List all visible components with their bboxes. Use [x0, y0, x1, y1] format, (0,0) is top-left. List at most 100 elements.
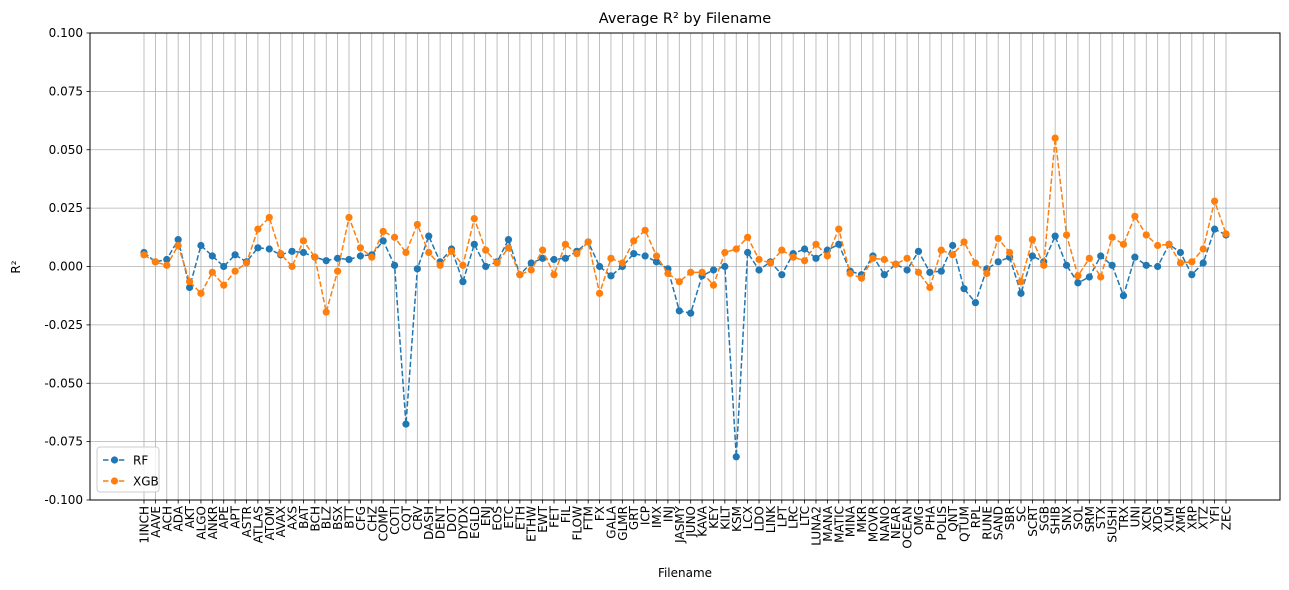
data-point-xgb — [504, 244, 513, 252]
data-point-rf — [265, 245, 273, 253]
data-point-xgb — [151, 258, 159, 266]
data-point-rf — [595, 262, 604, 271]
y-tick-label: 0.000 — [49, 260, 83, 274]
x-tick-label: GALA — [604, 505, 618, 538]
x-tick-label: ETH — [513, 506, 527, 530]
data-point-xgb — [516, 271, 524, 279]
x-tick-label: CFG — [354, 506, 368, 531]
data-point-xgb — [390, 233, 399, 241]
data-point-xgb — [778, 246, 786, 254]
data-point-rf — [755, 266, 763, 274]
data-point-rf — [470, 240, 478, 248]
data-point-xgb — [470, 215, 478, 223]
x-tick-label: NEAR — [889, 506, 903, 539]
data-point-rf — [1074, 279, 1082, 287]
data-point-xgb — [675, 278, 683, 286]
x-tick-label: SCRT — [1026, 505, 1040, 536]
data-point-xgb — [652, 252, 661, 260]
data-point-rf — [914, 247, 923, 255]
legend: RF XGB — [96, 446, 160, 493]
x-tick-label: IMX — [650, 506, 664, 528]
x-tick-label: MOVR — [866, 506, 880, 542]
y-tick-label: 0.075 — [49, 84, 83, 98]
x-tick-label: SUSHI — [1106, 506, 1120, 543]
x-tick-label: AAVE — [149, 506, 163, 538]
y-tick-label: -0.100 — [44, 493, 83, 507]
data-point-rf — [926, 268, 934, 276]
data-point-xgb — [334, 267, 342, 275]
data-point-xgb — [447, 247, 456, 255]
data-point-rf — [299, 248, 308, 257]
data-point-rf — [1028, 252, 1036, 260]
x-tick-label: ANKR — [206, 506, 220, 539]
x-tick-label: SAND — [992, 506, 1006, 540]
data-point-xgb — [527, 266, 535, 274]
data-point-xgb — [174, 241, 182, 250]
x-tick-label: ATOM — [263, 506, 277, 540]
data-point-rf — [1188, 271, 1196, 279]
data-point-xgb — [379, 227, 387, 236]
x-tick-label: ASTR — [240, 506, 254, 538]
data-point-xgb — [459, 261, 467, 269]
data-point-rf — [880, 271, 888, 279]
data-point-rf — [1154, 262, 1162, 271]
data-point-xgb — [1040, 261, 1048, 269]
x-tick-label: JASMY — [673, 505, 687, 544]
data-point-rf — [527, 259, 535, 267]
x-tick-label: DASH — [422, 506, 436, 540]
x-tick-label: XRP — [1185, 506, 1199, 530]
data-point-rf — [504, 236, 513, 244]
series-line-xgb — [143, 137, 1227, 313]
x-tick-label: BCH — [308, 506, 322, 531]
data-point-xgb — [345, 213, 353, 222]
data-point-rf — [1119, 292, 1128, 300]
data-point-xgb — [709, 281, 718, 289]
x-tick-label: ETHW — [525, 506, 539, 542]
x-tick-label: QTUM — [958, 506, 972, 542]
data-point-rf — [1097, 252, 1105, 260]
data-point-xgb — [595, 289, 604, 297]
data-point-xgb — [493, 259, 501, 267]
x-tick-label: KEY — [707, 505, 721, 528]
data-point-xgb — [402, 248, 410, 257]
data-point-rf — [971, 299, 980, 307]
chart-title: Average R² by Filename — [599, 11, 772, 27]
data-point-rf — [254, 244, 262, 252]
x-tick-label: LDO — [753, 506, 767, 531]
x-tick-label: ALGO — [194, 506, 208, 540]
data-point-xgb — [892, 260, 900, 268]
data-point-rf — [539, 254, 547, 262]
x-tick-label: MINA — [844, 505, 858, 537]
data-point-xgb — [1097, 273, 1105, 281]
y-tick-label: -0.050 — [44, 376, 83, 390]
x-tick-label: YFI — [1208, 506, 1222, 525]
data-point-rf — [334, 254, 342, 262]
x-tick-label: XCN — [1140, 506, 1154, 531]
data-point-rf — [402, 420, 410, 428]
series-layer — [140, 134, 1230, 461]
x-tick-label: MATIC — [832, 506, 846, 543]
x-tick-label: RUNE — [980, 506, 994, 540]
x-tick-label: KAVA — [696, 505, 710, 537]
data-point-rf — [721, 262, 729, 271]
data-point-xgb — [744, 233, 752, 241]
data-point-xgb — [277, 250, 285, 258]
data-point-rf — [459, 278, 467, 286]
data-point-rf — [1142, 261, 1150, 269]
x-tick-label: BLZ — [320, 506, 334, 529]
data-point-rf — [288, 247, 296, 255]
data-point-xgb — [1176, 259, 1185, 267]
x-tick-label: BAT — [297, 505, 311, 529]
data-point-rf — [1131, 253, 1139, 261]
x-tick-label: COMP — [377, 506, 391, 541]
data-point-rf — [231, 251, 239, 259]
data-point-rf — [1062, 261, 1071, 269]
x-tick-label: FIL — [559, 506, 573, 523]
data-point-xgb — [926, 283, 934, 292]
x-tick-label: GLMR — [616, 506, 630, 541]
x-axis: 1INCHAAVEACHADAAKTALGOANKRAPEAPTASTRATLA… — [138, 500, 1234, 549]
data-point-rf — [732, 453, 740, 461]
data-point-rf — [630, 250, 638, 258]
